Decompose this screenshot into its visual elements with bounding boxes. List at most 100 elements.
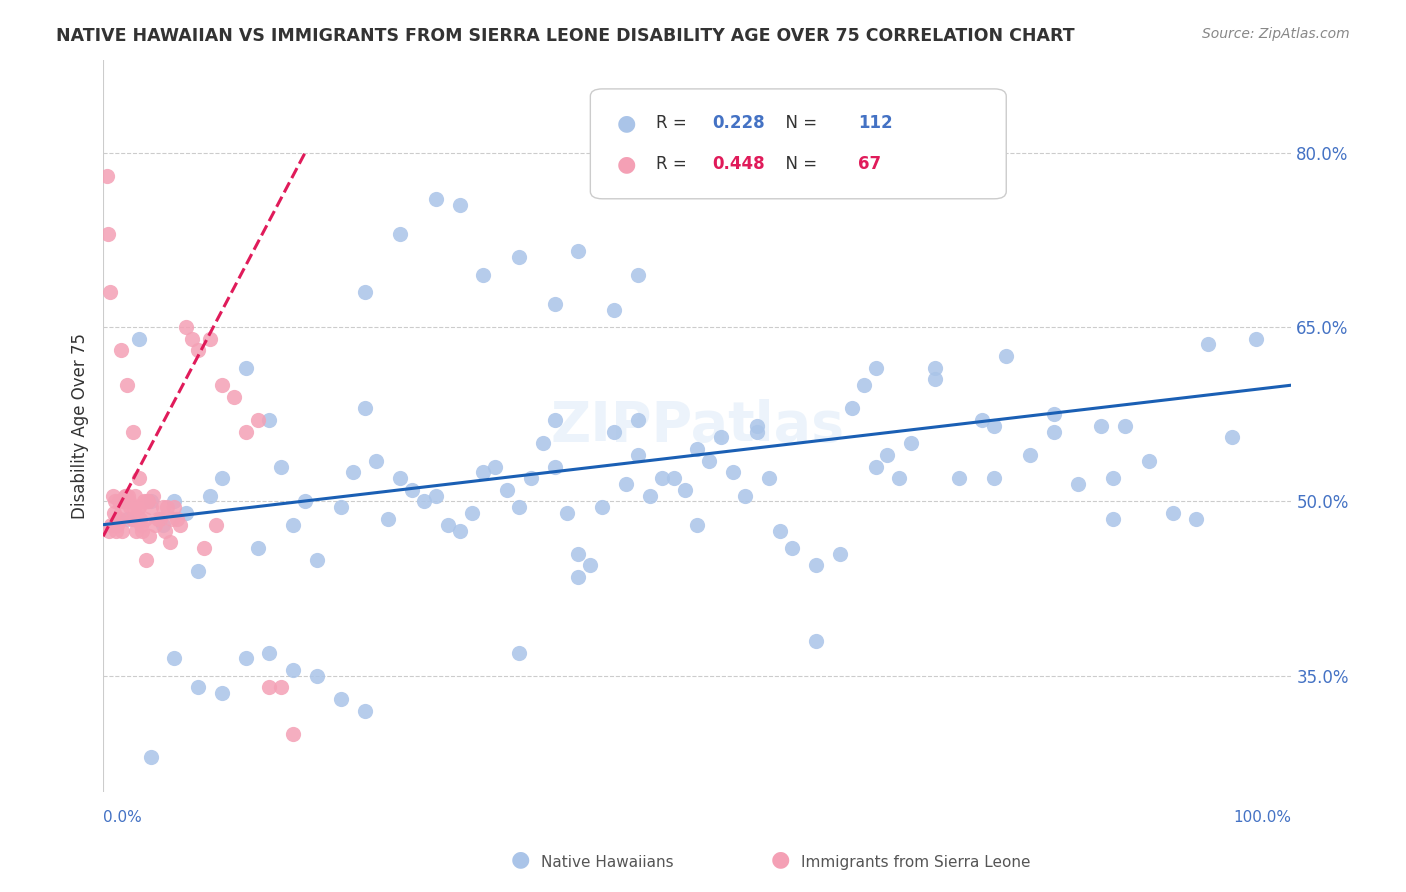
Point (138, 529, 160, 543)
Point (710, 430, 733, 444)
Point (160, 512, 183, 526)
Point (98, 285, 121, 300)
Point (222, 390, 245, 404)
Point (121, 512, 143, 526)
Point (181, 332, 204, 346)
Point (865, 459, 887, 474)
Point (1102, 471, 1125, 485)
Point (1185, 512, 1208, 526)
Point (651, 471, 673, 485)
Point (425, 192, 447, 206)
Point (758, 471, 780, 485)
Point (131, 524, 153, 538)
Point (389, 471, 412, 485)
Point (136, 494, 159, 508)
Point (508, 500, 530, 515)
Point (544, 413, 567, 427)
Point (567, 244, 589, 259)
Point (129, 512, 152, 526)
Point (283, 517, 305, 532)
Point (804, 634, 827, 648)
Point (121, 512, 143, 526)
Point (156, 500, 179, 515)
Point (924, 360, 946, 375)
Point (627, 268, 650, 282)
Point (146, 512, 169, 526)
Point (270, 459, 292, 474)
Point (769, 524, 792, 538)
Text: ●: ● (616, 113, 636, 133)
Point (115, 494, 138, 508)
Point (449, 524, 471, 538)
Point (972, 413, 994, 427)
Point (627, 413, 650, 427)
Point (460, 506, 482, 520)
Point (531, 436, 554, 450)
Text: 0.228: 0.228 (713, 114, 765, 132)
Text: ●: ● (616, 154, 636, 174)
Point (983, 418, 1005, 433)
Point (114, 489, 136, 503)
Point (152, 517, 174, 532)
Point (108, 512, 131, 526)
Point (283, 727, 305, 741)
Text: Native Hawaiians: Native Hawaiians (541, 855, 673, 870)
Text: 0.0%: 0.0% (103, 810, 142, 824)
Text: ●: ● (510, 850, 530, 870)
Point (734, 489, 756, 503)
Point (865, 360, 887, 375)
Point (353, 285, 375, 300)
Point (496, 483, 519, 497)
Point (353, 401, 375, 416)
Point (484, 459, 506, 474)
Text: 112: 112 (858, 114, 893, 132)
Point (841, 401, 863, 416)
Point (662, 471, 685, 485)
Point (425, 489, 447, 503)
Point (166, 512, 188, 526)
Point (169, 517, 191, 532)
Point (627, 448, 650, 462)
Text: ●: ● (770, 850, 790, 870)
Point (142, 489, 165, 503)
Point (115, 512, 138, 526)
Text: 0.448: 0.448 (713, 155, 765, 173)
Point (128, 471, 150, 485)
Text: 67: 67 (858, 155, 880, 173)
Point (413, 494, 436, 508)
Point (198, 489, 221, 503)
Point (828, 547, 851, 561)
Point (135, 552, 157, 566)
Point (721, 466, 744, 480)
Point (100, 517, 122, 532)
Point (544, 459, 567, 474)
Point (235, 425, 257, 439)
Point (159, 535, 181, 549)
Text: Immigrants from Sierra Leone: Immigrants from Sierra Leone (801, 855, 1031, 870)
Point (205, 517, 228, 532)
Point (211, 471, 233, 485)
Point (211, 686, 233, 700)
Point (259, 681, 281, 695)
Text: R =: R = (655, 155, 692, 173)
Point (122, 500, 145, 515)
Point (163, 494, 186, 508)
Point (198, 332, 221, 346)
Point (105, 524, 128, 538)
Point (329, 500, 352, 515)
Point (139, 500, 162, 515)
Point (101, 489, 124, 503)
Point (152, 500, 174, 515)
Point (153, 524, 176, 538)
Point (259, 413, 281, 427)
Point (520, 471, 543, 485)
Point (134, 512, 156, 526)
Point (1019, 448, 1042, 462)
Point (97, 227, 120, 241)
Point (366, 454, 388, 468)
Point (96, 169, 118, 183)
Point (508, 646, 530, 660)
Point (1114, 418, 1136, 433)
Point (125, 524, 148, 538)
Point (697, 454, 720, 468)
